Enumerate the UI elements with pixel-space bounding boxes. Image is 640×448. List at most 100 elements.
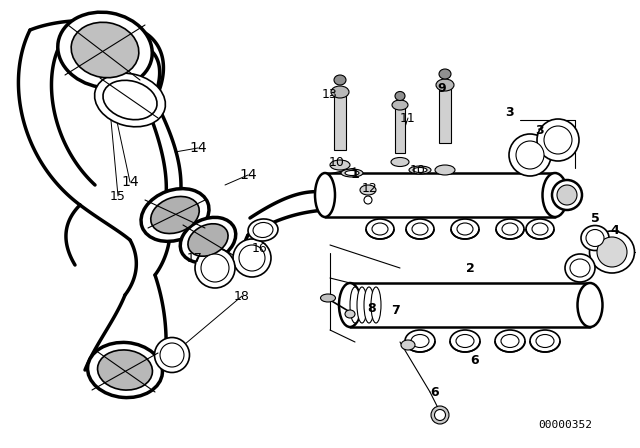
- Ellipse shape: [371, 287, 381, 323]
- Ellipse shape: [581, 225, 609, 250]
- Ellipse shape: [395, 91, 405, 100]
- Ellipse shape: [71, 22, 139, 78]
- Ellipse shape: [586, 229, 604, 246]
- Ellipse shape: [451, 219, 479, 239]
- Ellipse shape: [457, 223, 473, 235]
- Ellipse shape: [201, 254, 229, 282]
- Ellipse shape: [495, 330, 525, 352]
- Text: 14: 14: [121, 175, 139, 189]
- Ellipse shape: [509, 134, 551, 176]
- Ellipse shape: [532, 223, 548, 235]
- Text: 14: 14: [189, 141, 207, 155]
- Ellipse shape: [431, 406, 449, 424]
- Ellipse shape: [391, 158, 409, 167]
- Ellipse shape: [366, 219, 394, 239]
- Text: 16: 16: [252, 241, 268, 254]
- Ellipse shape: [97, 350, 152, 390]
- Text: 9: 9: [438, 82, 446, 95]
- Ellipse shape: [321, 294, 335, 302]
- Text: 15: 15: [110, 190, 126, 202]
- Ellipse shape: [496, 219, 524, 239]
- Ellipse shape: [392, 100, 408, 110]
- Ellipse shape: [151, 197, 199, 233]
- Ellipse shape: [58, 12, 152, 88]
- Ellipse shape: [526, 219, 554, 239]
- Ellipse shape: [401, 340, 415, 350]
- Text: 14: 14: [239, 168, 257, 182]
- Text: 8: 8: [368, 302, 376, 314]
- Ellipse shape: [439, 69, 451, 79]
- Ellipse shape: [350, 287, 360, 323]
- Ellipse shape: [597, 237, 627, 267]
- Ellipse shape: [501, 335, 519, 348]
- Ellipse shape: [450, 330, 480, 352]
- Ellipse shape: [195, 248, 235, 288]
- Ellipse shape: [565, 254, 595, 282]
- Ellipse shape: [345, 310, 355, 318]
- Ellipse shape: [372, 223, 388, 235]
- Ellipse shape: [95, 73, 165, 127]
- Ellipse shape: [589, 231, 634, 273]
- Ellipse shape: [339, 283, 361, 327]
- Ellipse shape: [552, 180, 582, 210]
- Ellipse shape: [570, 259, 590, 277]
- Ellipse shape: [180, 217, 236, 263]
- Ellipse shape: [577, 283, 602, 327]
- Ellipse shape: [516, 141, 544, 169]
- Ellipse shape: [412, 223, 428, 235]
- Text: 7: 7: [390, 303, 399, 316]
- Ellipse shape: [406, 219, 434, 239]
- Ellipse shape: [345, 171, 359, 176]
- Text: 12: 12: [362, 181, 378, 194]
- Ellipse shape: [435, 165, 455, 175]
- Bar: [439, 88, 451, 143]
- Text: 17: 17: [187, 251, 203, 264]
- Ellipse shape: [502, 223, 518, 235]
- Text: 1: 1: [351, 168, 360, 181]
- Ellipse shape: [413, 168, 427, 172]
- Ellipse shape: [160, 343, 184, 367]
- Bar: [395, 108, 405, 153]
- Ellipse shape: [557, 185, 577, 205]
- Ellipse shape: [103, 80, 157, 120]
- Ellipse shape: [409, 166, 431, 174]
- Ellipse shape: [239, 245, 265, 271]
- Ellipse shape: [341, 169, 363, 177]
- Ellipse shape: [233, 239, 271, 277]
- Ellipse shape: [315, 173, 335, 217]
- Text: 5: 5: [591, 211, 600, 224]
- Ellipse shape: [360, 185, 376, 195]
- Ellipse shape: [188, 224, 228, 256]
- Bar: [334, 95, 346, 150]
- Text: 3: 3: [506, 105, 515, 119]
- Ellipse shape: [544, 126, 572, 154]
- Text: 4: 4: [611, 224, 620, 237]
- Ellipse shape: [364, 287, 374, 323]
- Ellipse shape: [357, 287, 367, 323]
- Text: 10: 10: [410, 164, 426, 177]
- Text: 00000352: 00000352: [538, 420, 592, 430]
- Ellipse shape: [435, 409, 445, 421]
- Text: 3: 3: [536, 124, 544, 137]
- Ellipse shape: [253, 223, 273, 237]
- Ellipse shape: [364, 196, 372, 204]
- Ellipse shape: [405, 330, 435, 352]
- Text: 6: 6: [431, 385, 439, 399]
- Ellipse shape: [537, 119, 579, 161]
- Ellipse shape: [141, 189, 209, 241]
- Text: 13: 13: [322, 89, 338, 102]
- Ellipse shape: [456, 335, 474, 348]
- Text: 11: 11: [400, 112, 416, 125]
- Text: 10: 10: [329, 156, 345, 169]
- Text: 2: 2: [466, 262, 474, 275]
- Ellipse shape: [536, 335, 554, 348]
- Text: 18: 18: [234, 289, 250, 302]
- Text: 6: 6: [470, 353, 479, 366]
- Ellipse shape: [436, 79, 454, 91]
- Ellipse shape: [88, 342, 163, 397]
- Ellipse shape: [154, 337, 189, 372]
- Ellipse shape: [334, 75, 346, 85]
- Ellipse shape: [330, 160, 350, 170]
- Ellipse shape: [530, 330, 560, 352]
- Ellipse shape: [543, 173, 568, 217]
